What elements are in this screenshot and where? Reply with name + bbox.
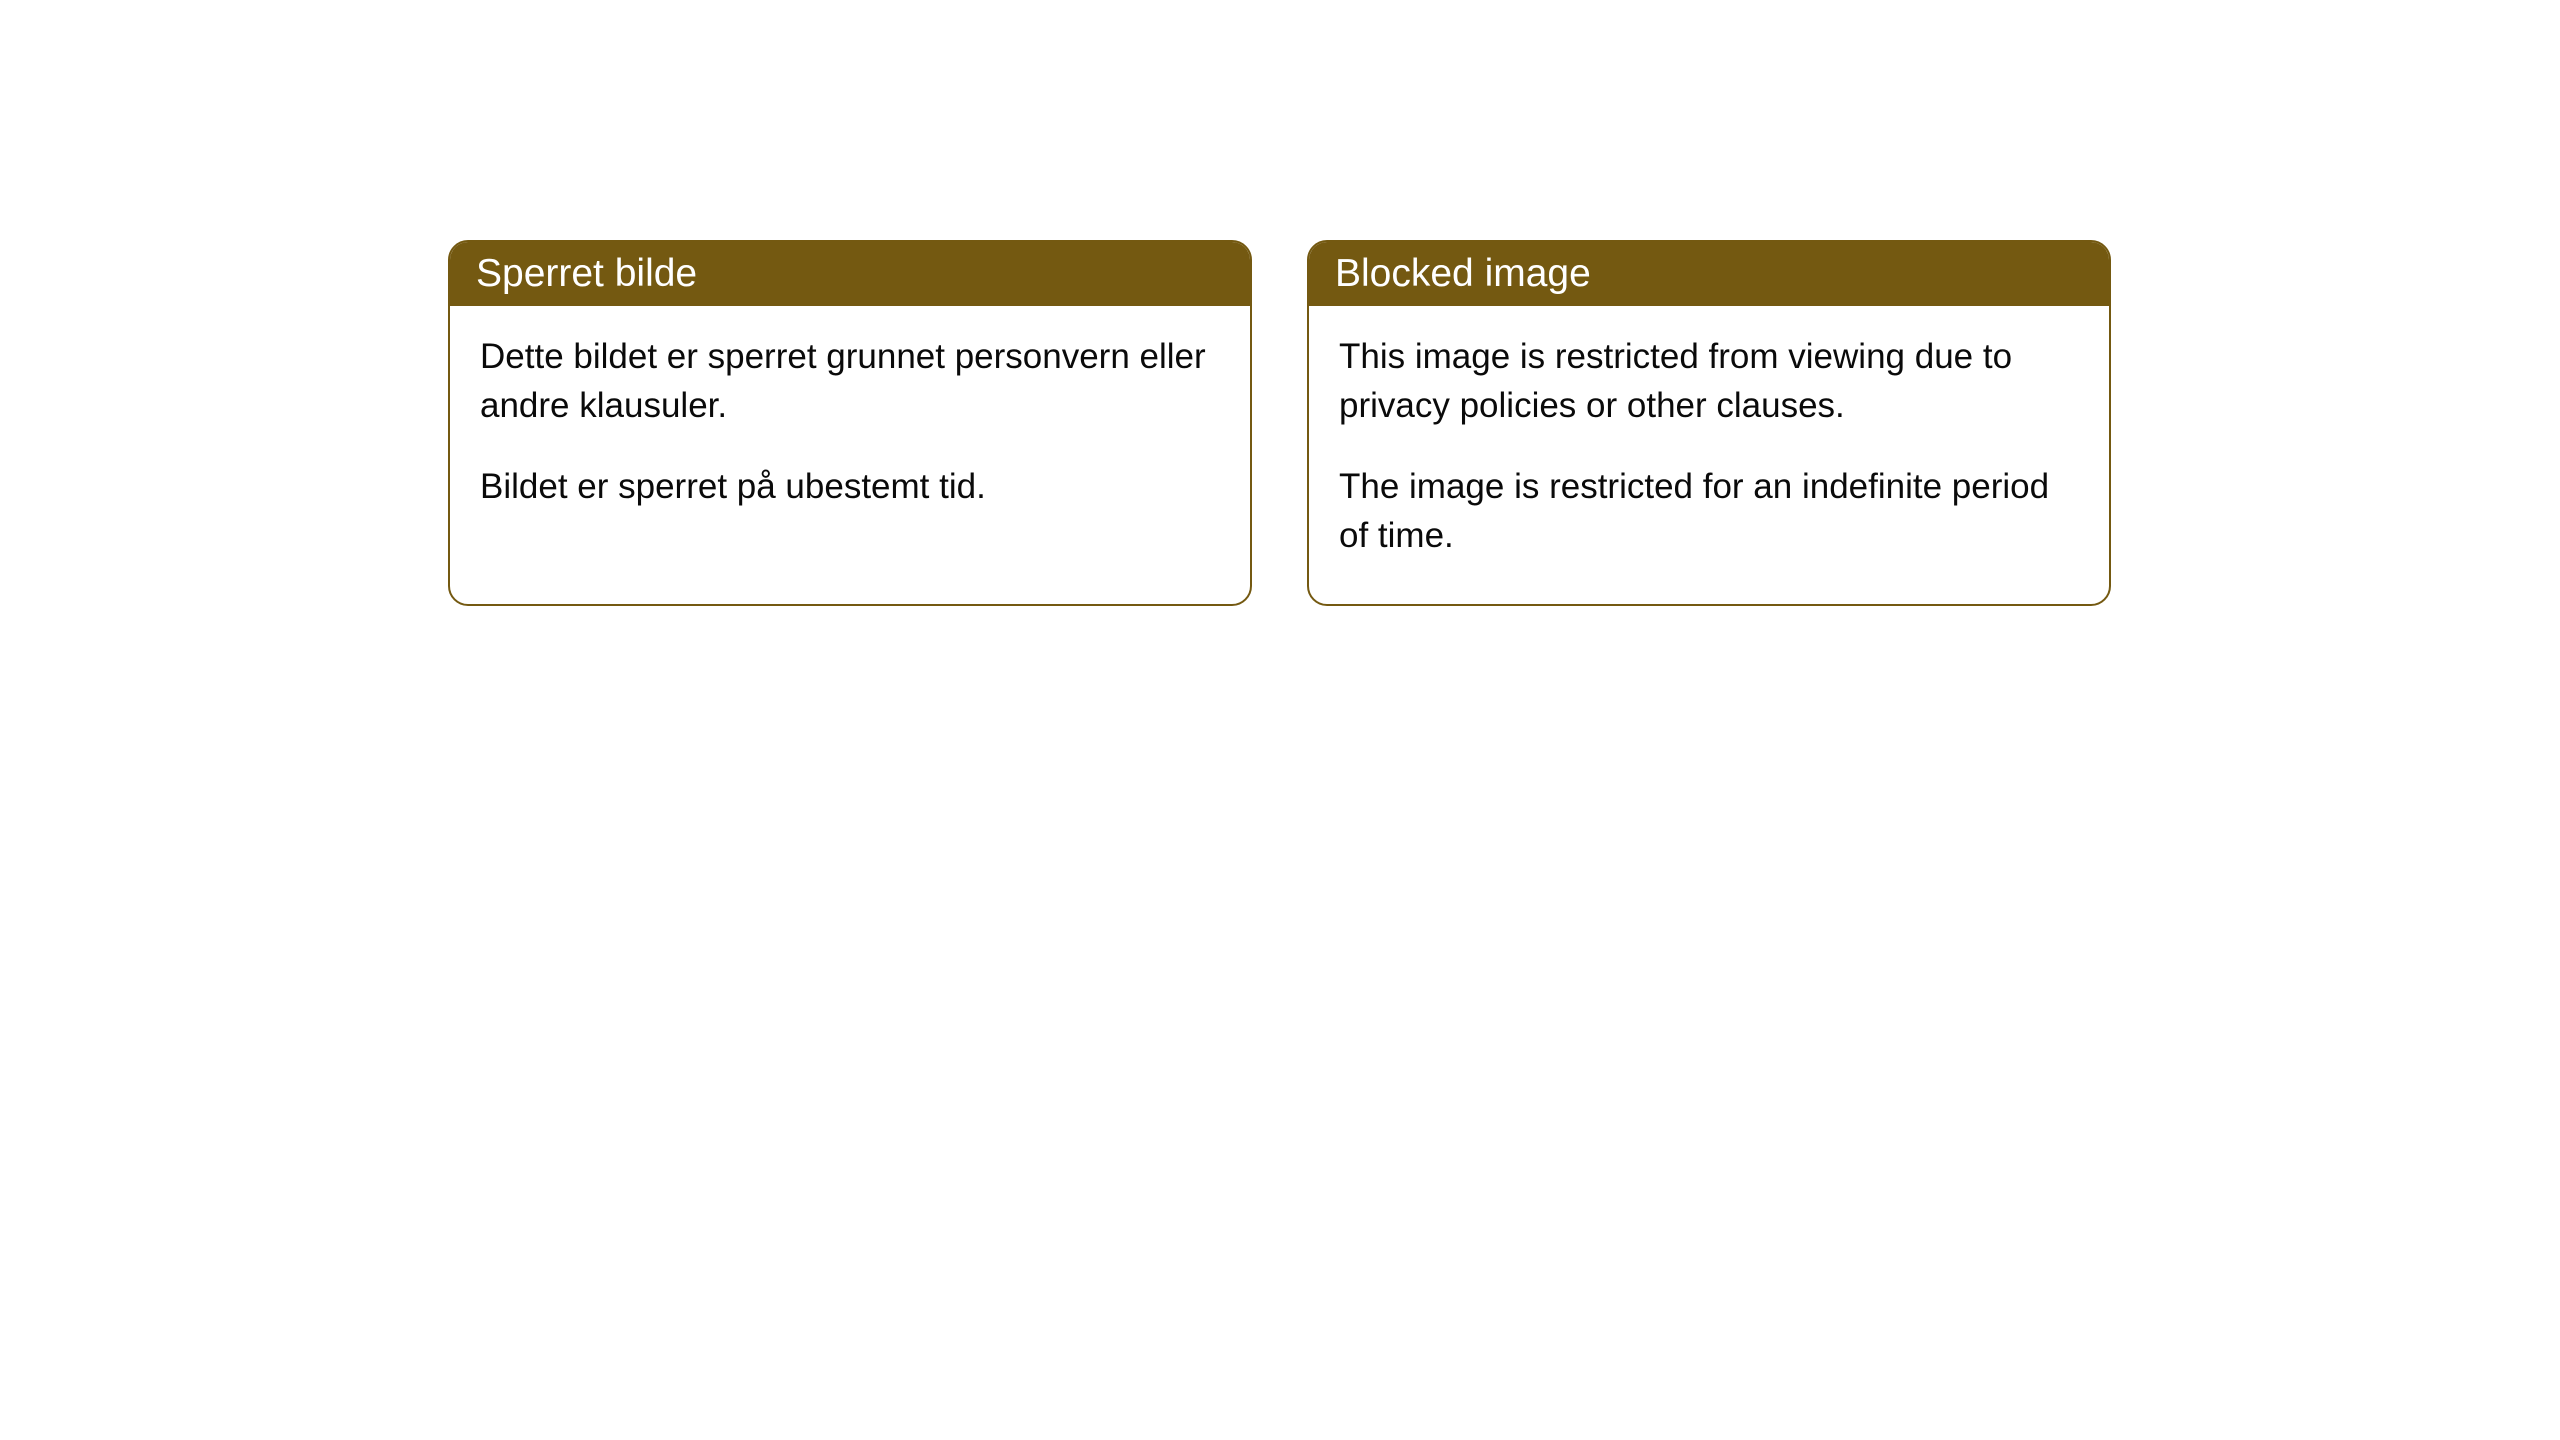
blocked-image-card-english: Blocked image This image is restricted f… bbox=[1307, 240, 2111, 606]
card-paragraph: Dette bildet er sperret grunnet personve… bbox=[480, 332, 1220, 430]
card-body: This image is restricted from viewing du… bbox=[1309, 306, 2109, 604]
card-header: Sperret bilde bbox=[450, 242, 1250, 306]
cards-container: Sperret bilde Dette bildet er sperret gr… bbox=[448, 240, 2111, 606]
card-body: Dette bildet er sperret grunnet personve… bbox=[450, 306, 1250, 555]
card-title: Sperret bilde bbox=[476, 252, 697, 295]
card-paragraph: This image is restricted from viewing du… bbox=[1339, 332, 2079, 430]
card-paragraph: The image is restricted for an indefinit… bbox=[1339, 462, 2079, 560]
card-paragraph: Bildet er sperret på ubestemt tid. bbox=[480, 462, 1220, 511]
blocked-image-card-norwegian: Sperret bilde Dette bildet er sperret gr… bbox=[448, 240, 1252, 606]
card-header: Blocked image bbox=[1309, 242, 2109, 306]
card-title: Blocked image bbox=[1335, 252, 1591, 295]
